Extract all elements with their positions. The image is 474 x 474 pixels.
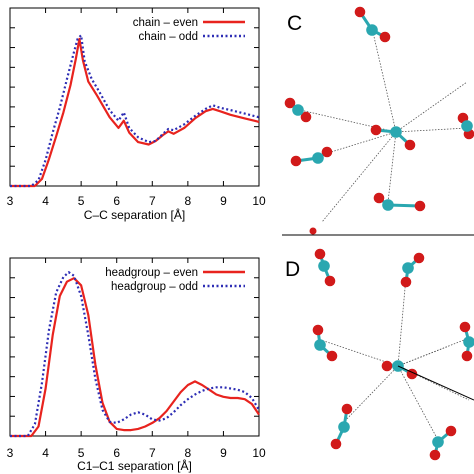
- plot-lines: [10, 34, 260, 188]
- oxygen-atom: [326, 350, 338, 362]
- carbon-atom: [463, 336, 474, 348]
- oxygen-atom: [330, 438, 342, 450]
- plot-lines: [10, 271, 260, 438]
- panel-d-molecule-view: D: [285, 248, 474, 461]
- hydrogen-bond-line: [397, 345, 450, 367]
- x-tick-label: 9: [220, 194, 227, 208]
- hydrogen-bond-line: [387, 131, 397, 203]
- x-tick-label: 3: [7, 194, 14, 208]
- oxygen-atom: [354, 6, 366, 18]
- x-axis-title: C1–C1 separation [Å]: [77, 458, 192, 473]
- hydrogen-bond-line: [397, 365, 439, 441]
- hydrogen-bond-line: [395, 127, 468, 133]
- headgroup-rdf-chart: 3 4 5 6 7 8 9 10 headgroup – even headgroup – o…: [7, 257, 266, 473]
- hydrogen-bond-line: [397, 337, 470, 367]
- carbon-atom: [318, 260, 330, 272]
- legend: chain – even chain – odd: [133, 17, 245, 43]
- oxygen-atom: [321, 146, 333, 158]
- oxygen-atom: [461, 350, 473, 362]
- carbon-atom: [461, 120, 473, 132]
- carbon-atom: [338, 421, 350, 433]
- panel-letter-c: C: [287, 12, 302, 35]
- series-line-even: [10, 37, 260, 188]
- x-tick-label: 7: [149, 194, 156, 208]
- legend-label-even: headgroup – even: [105, 267, 198, 279]
- carbon-atom: [432, 436, 444, 448]
- hydrogen-bond-line: [395, 81, 468, 133]
- series-line-even: [10, 277, 260, 438]
- carbon-atom: [382, 199, 394, 211]
- carbon-atom: [402, 262, 414, 274]
- chain-rdf-chart: 3 4 5 6 7 8 9 10 chain – even chain – odd C–C s…: [7, 7, 266, 222]
- bond-line: [397, 365, 474, 401]
- carbon-atom: [390, 126, 402, 138]
- x-tick-label: 10: [252, 194, 266, 208]
- oxygen-atom: [381, 360, 393, 372]
- legend-label-odd: chain – odd: [139, 31, 198, 43]
- carbon-atom: [312, 152, 324, 164]
- legend-label-even: chain – even: [133, 17, 198, 29]
- x-tick-label: 5: [78, 446, 85, 460]
- oxygen-atom: [459, 321, 471, 333]
- carbon-atom: [314, 339, 326, 351]
- oxygen-atom: [300, 111, 312, 123]
- hydrogen-bond-line: [340, 365, 399, 426]
- oxygen-atom: [290, 155, 302, 167]
- carbon-atom: [292, 104, 304, 116]
- oxygen-atom: [370, 124, 382, 136]
- legend: headgroup – even headgroup – odd: [105, 267, 245, 293]
- chart-frame: [9, 257, 260, 437]
- oxygen-atom: [413, 252, 425, 264]
- oxygen-atom: [324, 275, 336, 287]
- oxygen-atom: [414, 200, 426, 212]
- series-line-odd: [10, 34, 260, 188]
- oxygen-atom: [309, 227, 317, 235]
- oxygen-atom: [429, 449, 441, 461]
- oxygen-atom: [312, 324, 324, 336]
- hydrogen-bond-line: [371, 27, 397, 133]
- x-tick-label: 9: [220, 446, 227, 460]
- oxygen-atom: [400, 276, 412, 288]
- x-axis-ticks: 3 4 5 6 7 8 9 10: [7, 258, 266, 460]
- hydrogen-bond-line: [299, 109, 397, 133]
- x-axis-ticks: 3 4 5 6 7 8 9 10: [7, 8, 266, 208]
- oxygen-atom: [404, 139, 416, 151]
- oxygen-atom: [284, 97, 296, 109]
- x-tick-label: 8: [185, 194, 192, 208]
- x-tick-label: 7: [149, 446, 156, 460]
- x-tick-label: 4: [42, 194, 49, 208]
- legend-label-odd: headgroup – odd: [111, 281, 198, 293]
- x-tick-label: 10: [252, 446, 266, 460]
- chart-frame: [9, 7, 260, 187]
- oxygen-atom: [379, 31, 391, 43]
- x-tick-label: 6: [113, 446, 120, 460]
- panel-letter-d: D: [285, 258, 300, 281]
- oxygen-atom: [373, 192, 385, 204]
- x-tick-label: 4: [42, 446, 49, 460]
- x-tick-label: 8: [185, 446, 192, 460]
- oxygen-atom: [314, 248, 326, 260]
- oxygen-atom: [445, 425, 457, 437]
- x-tick-label: 5: [78, 194, 85, 208]
- x-tick-label: 3: [7, 446, 14, 460]
- x-tick-label: 6: [113, 194, 120, 208]
- carbon-atom: [366, 24, 378, 36]
- panel-c-molecule-view: C: [284, 6, 474, 235]
- oxygen-atom: [341, 403, 353, 415]
- series-line-odd: [10, 271, 260, 438]
- x-axis-title: C–C separation [Å]: [84, 207, 185, 222]
- hydrogen-bond-line: [321, 131, 397, 223]
